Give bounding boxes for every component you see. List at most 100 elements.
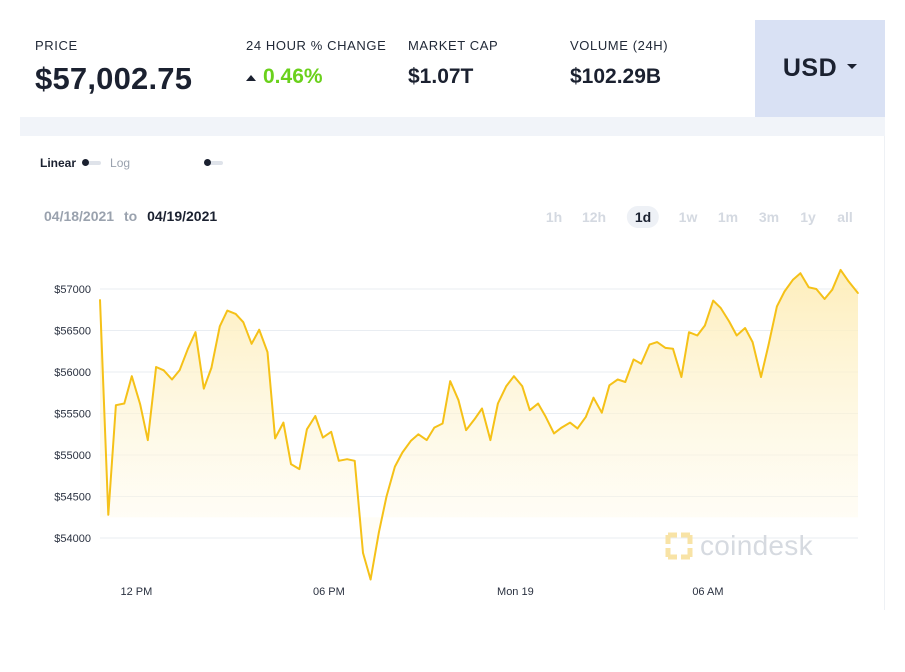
data-point bbox=[553, 432, 555, 435]
data-point bbox=[362, 552, 364, 554]
data-point bbox=[107, 513, 110, 516]
data-point bbox=[146, 439, 149, 441]
price-stat: PRICE $57,002.75 bbox=[35, 38, 192, 97]
x-tick-label: Mon 19 bbox=[497, 586, 534, 598]
data-point bbox=[409, 440, 412, 442]
market-cap-stat: MARKET CAP $1.07T bbox=[408, 38, 498, 89]
period-3m[interactable]: 3m bbox=[758, 209, 780, 225]
data-point bbox=[378, 531, 380, 533]
currency-dropdown[interactable]: USD bbox=[755, 20, 885, 117]
data-point bbox=[210, 367, 213, 369]
data-point bbox=[640, 362, 643, 365]
volume-label: VOLUME (24H) bbox=[570, 38, 669, 53]
data-point bbox=[441, 422, 444, 425]
range-separator: to bbox=[123, 208, 138, 224]
data-point bbox=[337, 460, 340, 462]
scale-toggle[interactable] bbox=[82, 159, 102, 166]
data-point bbox=[664, 347, 667, 349]
separator-band bbox=[20, 117, 885, 136]
data-point bbox=[767, 343, 770, 346]
data-point bbox=[306, 428, 308, 431]
data-point bbox=[857, 292, 859, 294]
data-point bbox=[274, 437, 276, 440]
period-1m[interactable]: 1m bbox=[717, 209, 739, 225]
data-point bbox=[162, 369, 165, 372]
data-point bbox=[290, 463, 292, 465]
period-selector: 1h 12h 1d 1w 1m 3m 1y all bbox=[0, 206, 905, 228]
period-1w[interactable]: 1w bbox=[678, 209, 698, 225]
data-point bbox=[592, 396, 595, 399]
data-point bbox=[624, 381, 627, 383]
data-point bbox=[807, 286, 810, 289]
data-point bbox=[728, 320, 730, 323]
change-label: 24 HOUR % CHANGE bbox=[246, 38, 387, 53]
period-1h[interactable]: 1h bbox=[545, 209, 563, 225]
data-point bbox=[560, 426, 563, 429]
range-to[interactable]: 04/19/2021 bbox=[147, 208, 218, 224]
data-point bbox=[823, 298, 826, 300]
data-point bbox=[481, 407, 483, 410]
data-point bbox=[712, 299, 715, 302]
period-12h[interactable]: 12h bbox=[581, 209, 607, 225]
data-point bbox=[417, 433, 420, 436]
data-point bbox=[123, 402, 126, 405]
secondary-toggle[interactable] bbox=[204, 159, 223, 166]
data-point bbox=[680, 376, 683, 378]
data-point bbox=[226, 309, 229, 312]
price-chart[interactable]: $54000 $54500 $55000 $55500 $56000 $56500 $570… bbox=[0, 240, 905, 610]
data-point bbox=[776, 305, 778, 308]
data-point bbox=[139, 403, 141, 406]
range-from[interactable]: 04/18/2021 bbox=[44, 208, 115, 224]
market-cap-label: MARKET CAP bbox=[408, 38, 499, 53]
y-tick-label: $55000 bbox=[54, 450, 91, 462]
y-tick-label: $55500 bbox=[54, 409, 91, 421]
x-tick-label: 06 AM bbox=[692, 586, 723, 598]
data-point bbox=[569, 421, 571, 424]
data-point bbox=[656, 341, 658, 343]
period-1y[interactable]: 1y bbox=[800, 209, 816, 225]
data-point bbox=[187, 347, 189, 350]
panel-border bbox=[884, 136, 885, 610]
data-point bbox=[760, 376, 762, 378]
log-option[interactable]: Log bbox=[110, 156, 131, 170]
data-point bbox=[672, 347, 674, 350]
data-point bbox=[751, 341, 754, 343]
data-point bbox=[178, 369, 181, 372]
y-axis-labels: $54000 $54500 $55000 $55500 $56000 $56500 $570… bbox=[54, 284, 91, 545]
data-point bbox=[544, 416, 547, 418]
change-stat: 24 HOUR % CHANGE 0.46% bbox=[246, 38, 386, 89]
data-point bbox=[218, 325, 221, 328]
data-point bbox=[839, 269, 842, 271]
x-tick-label: 06 PM bbox=[313, 586, 345, 598]
data-point bbox=[266, 351, 269, 353]
data-point bbox=[792, 279, 794, 281]
y-tick-label: $54500 bbox=[54, 492, 91, 504]
x-axis-labels: 12 PM 06 PM Mon 19 06 AM bbox=[120, 586, 723, 598]
data-point bbox=[194, 331, 197, 333]
linear-option[interactable]: Linear bbox=[40, 156, 77, 170]
data-point bbox=[115, 404, 117, 406]
data-point bbox=[505, 385, 508, 387]
data-point bbox=[171, 378, 173, 381]
data-point bbox=[585, 416, 587, 418]
data-point bbox=[258, 328, 260, 331]
period-1d[interactable]: 1d bbox=[626, 206, 660, 228]
data-point bbox=[608, 384, 611, 387]
data-point bbox=[155, 366, 157, 368]
data-point bbox=[720, 307, 722, 309]
toggle-knob bbox=[204, 159, 211, 166]
data-point bbox=[576, 427, 579, 430]
data-point bbox=[457, 399, 460, 402]
period-all[interactable]: all bbox=[837, 209, 853, 225]
data-point bbox=[799, 272, 802, 275]
data-point bbox=[282, 421, 285, 424]
data-point bbox=[465, 429, 467, 431]
data-points bbox=[99, 269, 859, 581]
data-point bbox=[704, 324, 706, 327]
toggle-knob bbox=[82, 159, 90, 166]
data-point bbox=[783, 290, 786, 293]
data-point bbox=[831, 289, 834, 291]
data-point bbox=[513, 375, 515, 377]
data-point bbox=[696, 334, 699, 337]
change-value-row: 0.46% bbox=[246, 65, 386, 89]
